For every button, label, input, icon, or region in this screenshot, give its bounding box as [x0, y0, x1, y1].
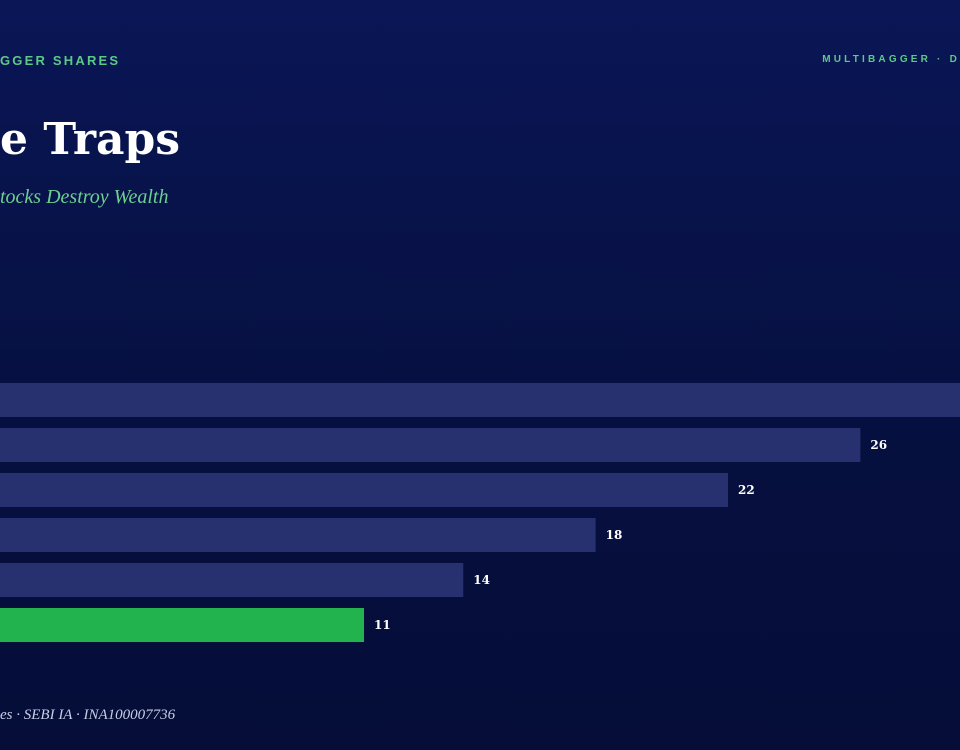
bar-value-label: 18: [606, 528, 623, 542]
bar-4: [0, 563, 464, 597]
chart-subtitle: tocks Destroy Wealth: [0, 186, 169, 208]
bar-value-label: 22: [738, 483, 755, 497]
bar-2: [0, 473, 728, 507]
brand-left-label: GGER SHARES: [0, 53, 121, 68]
bar-5: [0, 608, 364, 642]
brand-right-label: MULTIBAGGER · D: [822, 54, 960, 65]
footer-note: es · SEBI IA · INA100007736: [0, 707, 176, 723]
bar-1: [0, 428, 861, 462]
bar-0: [0, 383, 960, 417]
bar-value-label: 11: [374, 618, 391, 632]
bar-value-label: 26: [870, 438, 887, 452]
bar-3: [0, 518, 596, 552]
chart-title: e Traps: [0, 114, 181, 165]
bar-value-label: 14: [473, 573, 490, 587]
